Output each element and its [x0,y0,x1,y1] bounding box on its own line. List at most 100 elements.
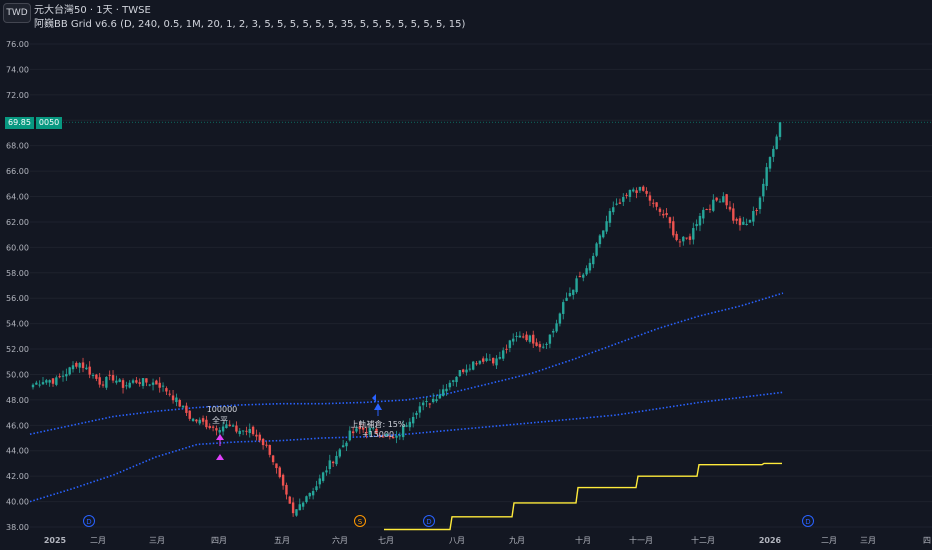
candle-body [405,425,408,427]
x-tick-label: 八月 [449,536,465,545]
candle-body [482,358,485,362]
candle [675,231,678,242]
dividend-marker-icon[interactable]: D [83,515,95,527]
y-tick-label: 50.00 [6,370,29,379]
candle [251,425,255,436]
add-arrow-icon [374,403,382,410]
candle [331,460,335,467]
candle [351,427,355,437]
candle-body [308,492,311,497]
candle [298,498,301,511]
candle-body [642,186,645,191]
candle [482,356,485,365]
candle [505,344,508,354]
candle [265,441,268,448]
upper-band-line [29,292,784,435]
candle-body [281,474,285,486]
candle-body [155,380,158,385]
candle-body [745,223,748,225]
candle-body [752,210,755,222]
candle [498,351,502,360]
candle [435,394,438,403]
candle-body [98,377,101,385]
candle [592,252,595,269]
candle-body [68,367,71,375]
candle [451,379,455,387]
candle [572,289,575,300]
candle-body [522,336,525,338]
candle [465,364,468,376]
indicator-title[interactable]: 阿巍BB Grid v6.6 (D, 240, 0.5, 1M, 20, 1, … [34,19,466,30]
candle-body [708,208,712,210]
candle-body [638,186,642,191]
x-tick-label: 六月 [332,535,348,545]
split-marker-icon[interactable]: S [354,515,366,527]
candle [171,390,175,404]
candle-body [582,274,585,278]
candle-body [61,375,65,377]
dividend-marker-icon[interactable]: D [802,515,814,527]
candle-body [251,426,255,435]
candle [361,423,365,433]
candle-body [141,378,145,386]
candle [582,272,585,282]
y-tick-label: 42.00 [6,472,29,481]
candle [488,353,492,361]
candle [512,333,515,346]
candle-body [548,334,552,344]
candle [85,364,88,370]
annotation-amount: 100000 [207,405,238,414]
candle-body [692,228,695,240]
candle [101,380,105,388]
candle [241,430,245,436]
candle-body [645,190,648,194]
y-tick-label: 66.00 [6,167,29,176]
candle [401,420,405,441]
candle [258,432,261,443]
candle-body [665,213,668,216]
candle [742,216,745,225]
y-tick-label: 54.00 [6,320,29,329]
candle-body [158,382,161,388]
candle [745,218,748,226]
candle [668,216,672,229]
candle-body [421,402,425,406]
x-tick-label: 四月 [211,536,227,545]
dividend-marker-icon[interactable]: D [423,515,435,527]
candle [555,319,558,333]
candle-body [502,350,505,359]
candle-body [298,504,301,511]
candle [338,448,342,459]
candle [135,376,138,384]
candle [765,162,768,191]
candle [175,393,178,407]
candle [71,361,75,373]
candle-body [705,209,708,211]
candle [735,217,738,225]
candle-body [688,236,692,240]
candle-body [135,380,138,383]
candle-body [428,403,432,405]
currency-button[interactable]: TWD [3,3,31,23]
candle-body [341,445,345,448]
candle [535,338,538,347]
candle [58,373,61,379]
candle [725,193,728,210]
candle-body [248,428,251,433]
candle [665,208,668,218]
candle [562,299,565,320]
symbol-title[interactable]: 元大台灣50 · 1天 · TWSE [34,5,151,16]
candle [295,509,298,517]
candle [478,360,482,366]
candle-body [572,289,575,295]
candle [408,418,412,431]
candle-body [612,207,615,213]
candle-body [355,428,358,432]
candle-body [188,410,191,419]
candle-body [461,369,465,373]
candle-body [655,202,658,207]
candle [381,434,385,438]
candle [65,368,68,381]
